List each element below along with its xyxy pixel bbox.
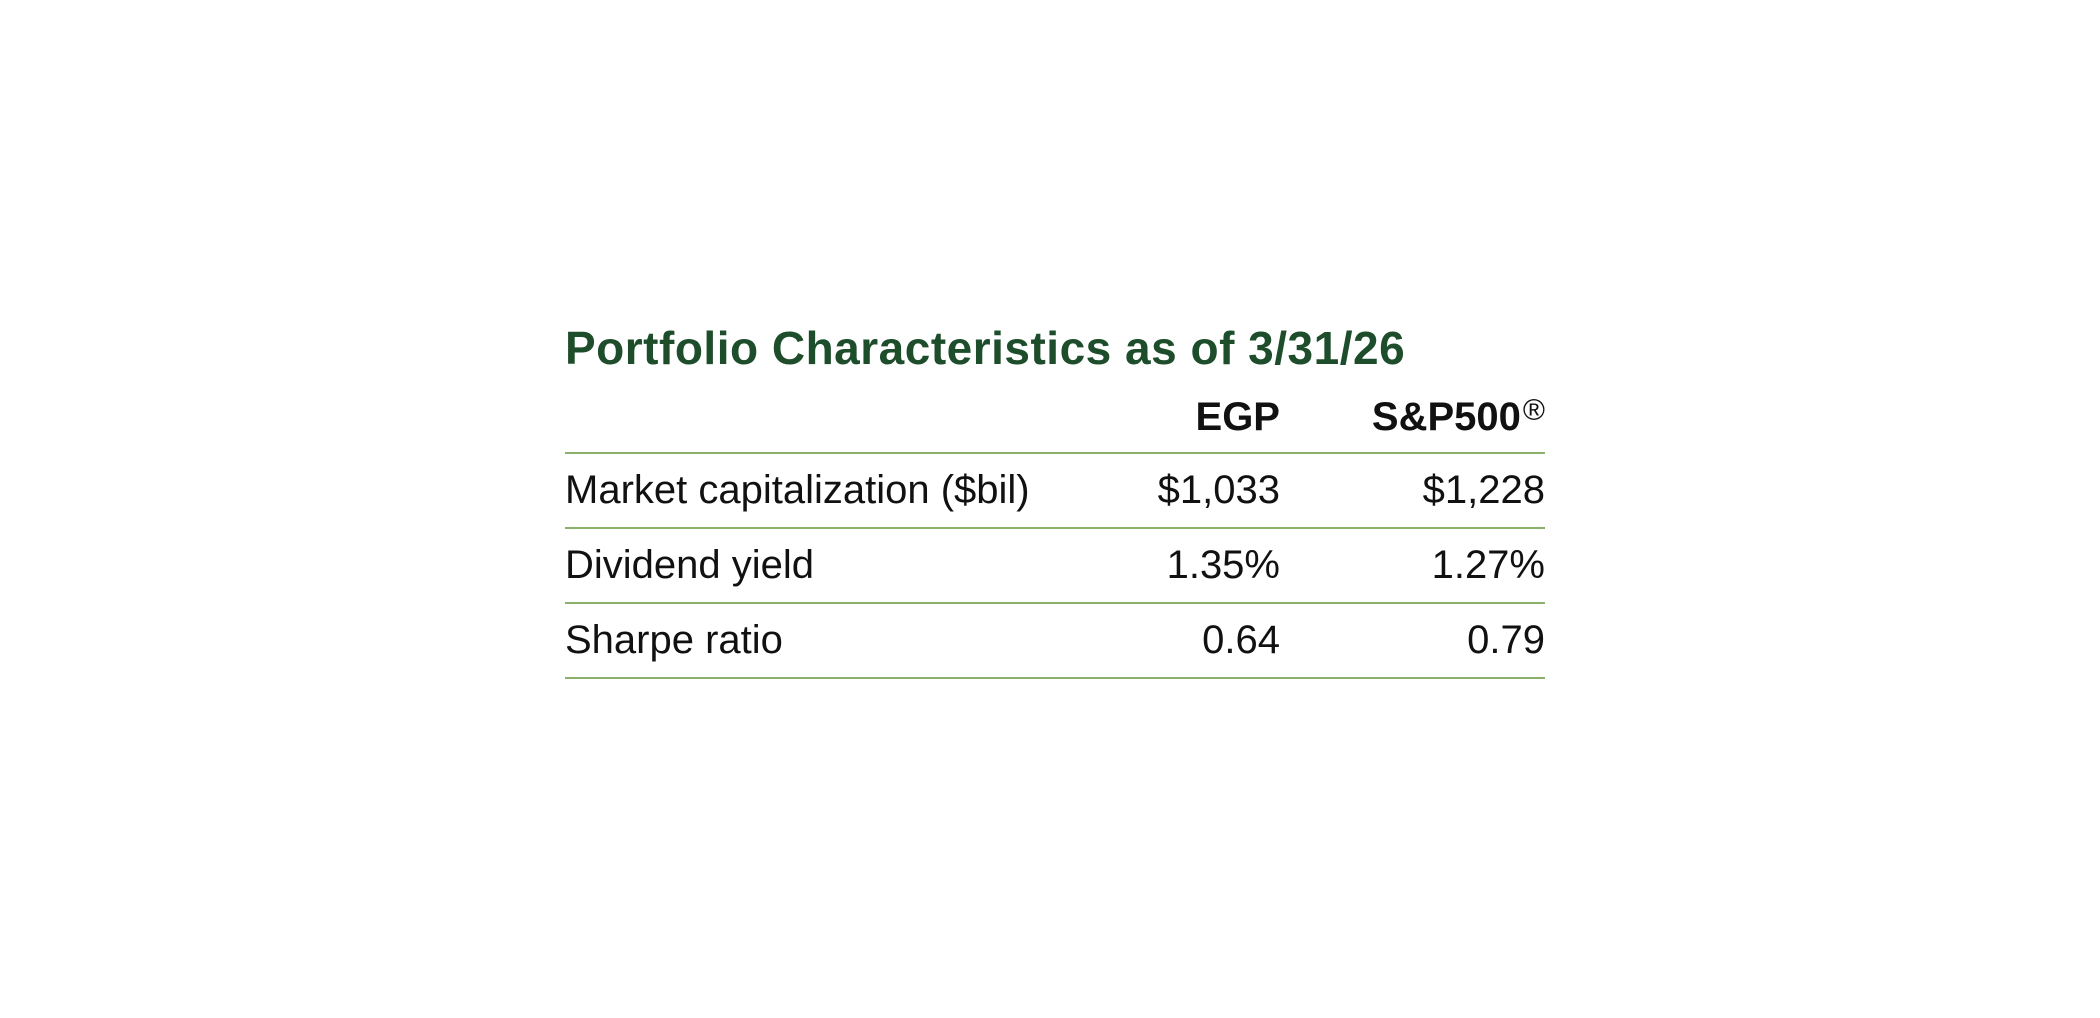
- characteristics-table: EGP S&P500® Market capitalization ($bil)…: [565, 382, 1545, 679]
- row-label: Market capitalization ($bil): [565, 453, 1120, 529]
- header-sp500: S&P500®: [1280, 382, 1545, 454]
- portfolio-characteristics-block: Portfolio Characteristics as of 3/31/26 …: [565, 318, 1545, 679]
- registered-mark: ®: [1522, 394, 1545, 427]
- row-egp-value: 0.64: [1120, 603, 1280, 679]
- header-label: [565, 382, 1120, 454]
- row-egp-value: $1,033: [1120, 453, 1280, 529]
- row-sp500-value: $1,228: [1280, 453, 1545, 529]
- table-row: Dividend yield 1.35% 1.27%: [565, 528, 1545, 604]
- row-sp500-value: 1.27%: [1280, 528, 1545, 604]
- header-row: EGP S&P500®: [565, 382, 1545, 454]
- table-row: Market capitalization ($bil) $1,033 $1,2…: [565, 453, 1545, 529]
- row-sp500-value: 0.79: [1280, 603, 1545, 679]
- row-egp-value: 1.35%: [1120, 528, 1280, 604]
- header-egp: EGP: [1120, 382, 1280, 454]
- row-label: Sharpe ratio: [565, 603, 1120, 679]
- row-label: Dividend yield: [565, 528, 1120, 604]
- table-title: Portfolio Characteristics as of 3/31/26: [565, 322, 1406, 374]
- table-row: Sharpe ratio 0.64 0.79: [565, 603, 1545, 679]
- header-sp500-text: S&P500: [1371, 395, 1521, 439]
